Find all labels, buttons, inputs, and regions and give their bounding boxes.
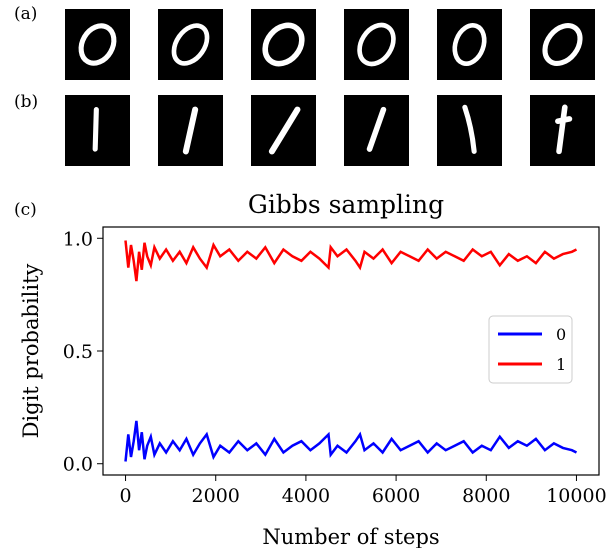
y-axis-label: Digit probability <box>19 263 43 438</box>
axis-ticks: 0 2000 4000 6000 8000 10000 0.0 0.5 1.0 <box>63 228 607 507</box>
digit-zero-image-6 <box>530 9 595 80</box>
y-tick-label: 0.0 <box>63 454 93 476</box>
x-tick-label: 0 <box>119 485 131 507</box>
x-tick-label: 2000 <box>192 485 240 507</box>
digit-zero-image-4 <box>344 9 409 80</box>
digit-one-image-6 <box>530 95 595 166</box>
y-tick-label: 1.0 <box>63 228 93 250</box>
x-tick-label: 8000 <box>462 485 510 507</box>
series-line-0 <box>124 420 578 462</box>
digit-zero-image-5 <box>437 9 502 80</box>
digit-one-image-5 <box>437 95 502 166</box>
chart-title: Gibbs sampling <box>248 190 444 219</box>
x-axis-label: Number of steps <box>262 525 439 548</box>
digit-zero-image-1 <box>65 9 130 80</box>
legend-label-0: 0 <box>556 325 566 344</box>
panel-label-c: (c) <box>14 200 37 220</box>
digit-one-image-2 <box>158 95 223 166</box>
series-line-1 <box>124 240 578 282</box>
x-tick-label: 10000 <box>546 485 606 507</box>
panel-label-b: (b) <box>14 92 39 112</box>
gibbs-sampling-chart: Gibbs sampling 0 2000 4000 6000 8000 10000 0.0… <box>19 190 607 548</box>
plot-area <box>124 240 578 462</box>
legend-label-1: 1 <box>556 355 566 374</box>
x-tick-label: 4000 <box>282 485 330 507</box>
legend: 0 1 <box>488 315 573 384</box>
digit-one-image-4 <box>344 95 409 166</box>
y-tick-label: 0.5 <box>63 341 93 363</box>
panel-label-a: (a) <box>14 4 38 24</box>
digit-zero-image-2 <box>158 9 223 80</box>
digit-one-image-3 <box>251 95 316 166</box>
x-tick-label: 6000 <box>372 485 420 507</box>
digit-zero-image-3 <box>251 9 316 80</box>
digit-one-image-1 <box>65 95 130 166</box>
